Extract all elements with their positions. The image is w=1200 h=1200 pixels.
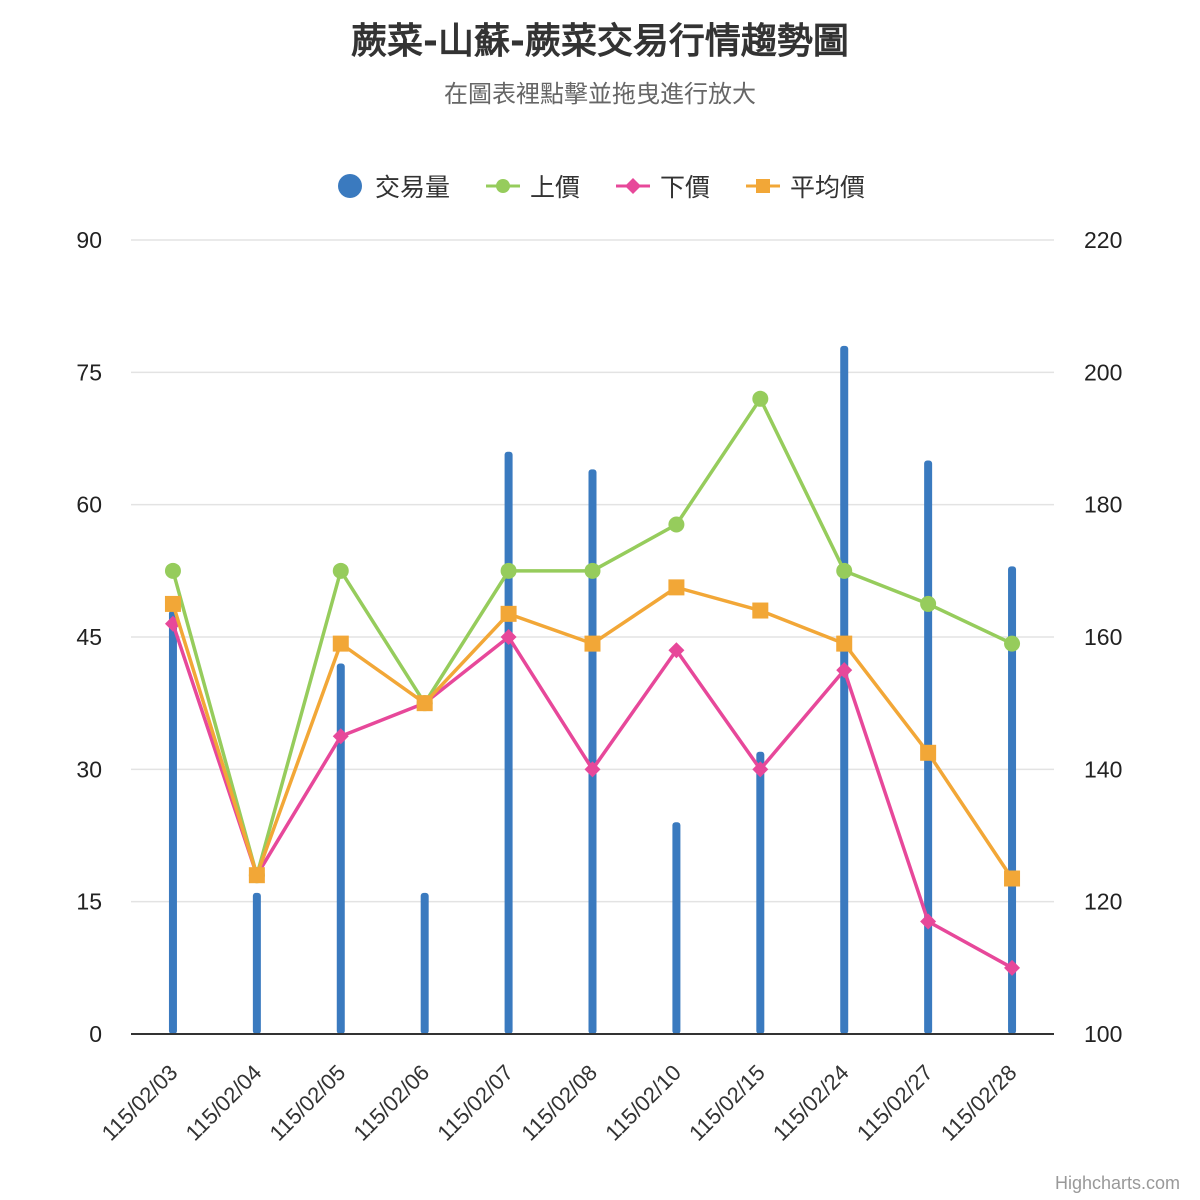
data-point-diamond[interactable] [332,728,349,745]
data-point-square[interactable] [752,602,769,619]
x-axis-tick-label: 115/02/10 [600,1060,686,1146]
data-point-circle[interactable] [668,516,685,533]
right-axis-tick-label: 160 [1084,624,1122,650]
legend-item-lower-price[interactable]: 下價 [616,168,710,204]
data-point-circle[interactable] [332,562,349,579]
legend: 交易量 上價 下價 平均價 [0,168,1200,204]
data-point-square[interactable] [584,635,601,652]
data-point-circle[interactable] [752,390,769,407]
data-point-diamond[interactable] [1004,959,1021,976]
left-axis-tick-label: 60 [76,492,102,518]
left-axis-tick-label: 30 [76,756,102,782]
data-point-diamond[interactable] [752,761,769,778]
data-point-square[interactable] [332,635,349,652]
left-axis-tick-label: 0 [89,1021,102,1047]
right-axis-tick-label: 100 [1084,1021,1122,1047]
volume-bar[interactable] [588,469,597,1034]
x-axis-tick-label: 115/02/27 [852,1060,938,1146]
data-point-square[interactable] [920,744,937,761]
volume-bar[interactable] [168,610,177,1034]
legend-item-average-price[interactable]: 平均價 [746,168,865,204]
right-axis-tick-label: 180 [1084,492,1122,518]
credits-link[interactable]: Highcharts.com [1054,1173,1180,1193]
left-axis-tick-label: 45 [76,624,102,650]
data-point-diamond[interactable] [836,662,853,679]
data-point-square[interactable] [164,595,181,612]
data-point-diamond[interactable] [920,913,937,930]
x-axis-tick-label: 115/02/03 [97,1060,183,1146]
data-point-square[interactable] [668,579,685,596]
x-axis-tick-label: 115/02/04 [181,1060,267,1146]
legend-circle-line-icon [485,179,520,193]
data-point-circle[interactable] [920,595,937,612]
legend-label: 下價 [660,173,711,202]
x-axis-tick-label: 115/02/08 [516,1060,602,1146]
volume-bar[interactable] [336,663,345,1034]
right-axis-tick-label: 140 [1084,756,1122,782]
left-axis-tick-label: 90 [76,227,102,253]
volume-bar[interactable] [672,822,681,1034]
volume-bar[interactable] [504,451,513,1034]
chart-subtitle: 在圖表裡點擊並拖曳進行放大 [444,80,756,108]
left-axis-tick-label: 15 [76,889,102,915]
data-point-square[interactable] [248,867,265,884]
x-axis-tick-label: 115/02/24 [768,1060,854,1146]
data-point-diamond[interactable] [668,642,685,659]
data-point-square[interactable] [416,695,433,712]
legend-label: 上價 [529,173,580,202]
legend-label: 平均價 [790,173,866,202]
data-point-circle[interactable] [584,562,601,579]
data-point-diamond[interactable] [584,761,601,778]
x-axis-tick-label: 115/02/28 [936,1060,1022,1146]
legend-item-upper-price[interactable]: 上價 [485,168,580,204]
volume-bar[interactable] [840,345,849,1034]
left-axis-tick-label: 75 [76,359,102,385]
right-axis-tick-label: 200 [1084,359,1122,385]
data-point-square[interactable] [1004,870,1021,887]
legend-circle-icon [337,174,362,198]
data-point-square[interactable] [500,605,517,622]
data-point-diamond[interactable] [500,629,517,645]
x-axis-tick-label: 115/02/15 [684,1060,770,1146]
volume-bar[interactable] [756,751,765,1034]
data-point-circle[interactable] [1004,635,1021,652]
data-point-circle[interactable] [500,562,517,579]
volume-bar[interactable] [420,892,429,1034]
x-axis-tick-label: 115/02/06 [348,1060,434,1146]
legend-item-volume[interactable]: 交易量 [335,168,450,204]
x-axis-tick-label: 115/02/05 [265,1060,351,1146]
right-axis-tick-label: 120 [1084,889,1122,915]
data-point-square[interactable] [836,635,853,652]
legend-square-line-icon [746,179,781,193]
volume-bar[interactable] [252,892,261,1034]
right-axis-tick-label: 220 [1084,227,1122,253]
chart-title: 蕨菜-山蘇-蕨菜交易行情趨勢圖 [351,21,849,62]
x-axis-tick-label: 115/02/07 [432,1060,518,1146]
data-point-circle[interactable] [836,562,853,579]
volume-bar[interactable] [1008,566,1017,1034]
legend-label: 交易量 [374,173,450,202]
data-point-circle[interactable] [164,562,181,579]
legend-diamond-line-icon [616,178,650,194]
